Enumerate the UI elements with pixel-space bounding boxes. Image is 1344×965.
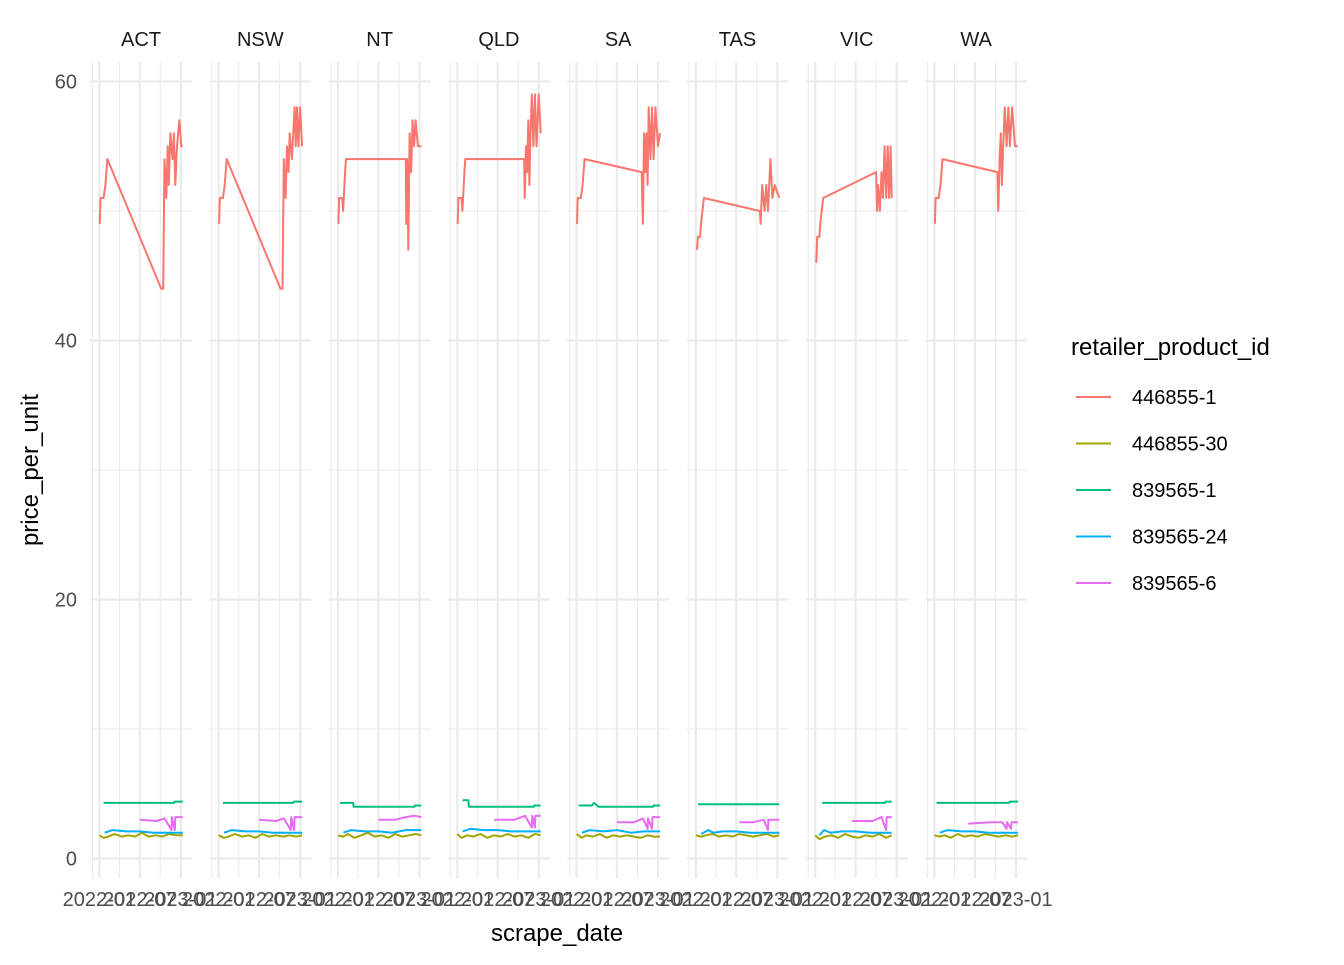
y-tick-label: 20 [55,590,77,612]
x-tick-label: 2023-01 [502,889,575,911]
x-tick-label: 2022-01 [301,889,374,911]
series-line-839565-6 [494,814,541,829]
x-tick-label: 2022-07 [342,889,415,911]
x-tick-label: 2022-07 [700,889,773,911]
series-line-839565-1 [222,800,303,804]
series-line-839565-24 [818,829,892,836]
x-tick-label: 2022-01 [182,889,255,911]
series-line-446855-30 [695,833,780,838]
series-line-839565-1 [936,800,1018,804]
series-line-446855-1 [218,106,304,290]
facet-label-qld: QLD [478,29,519,51]
series-line-839565-6 [739,818,780,832]
x-tick-label: 2022-01 [778,889,851,911]
x-tick-label: 2023-01 [144,889,217,911]
series-line-446855-1 [933,106,1018,224]
y-tick-label: 60 [55,71,77,93]
facet-label-tas: TAS [719,29,756,51]
x-tick-label: 2022-01 [898,889,971,911]
series-line-446855-30 [98,831,183,839]
series-line-446855-30 [934,833,1019,839]
legend: retailer_product_id 446855-1 446855-30 8395… [1071,334,1270,595]
x-tick-label: 2022-07 [222,889,295,911]
series-line-446855-1 [576,106,661,225]
x-axis-title: scrape_date [491,920,623,947]
facet-label-act: ACT [121,29,161,51]
x-tick-label: 2022-07 [461,889,534,911]
series-line-839565-24 [700,829,780,835]
series-line-839565-1 [462,799,541,808]
series-line-839565-6 [617,816,660,830]
legend-label-446855-1: 446855-1 [1132,387,1217,409]
legend-label-839565-1: 839565-1 [1132,480,1217,502]
series-line-839565-6 [139,816,183,832]
series-line-839565-1 [340,801,422,808]
series-line-839565-6 [378,814,422,821]
series-line-446855-1 [456,93,542,224]
series-line-839565-24 [223,829,303,834]
series-line-446855-1 [98,119,183,290]
series-line-839565-6 [852,816,892,832]
series-line-446855-30 [456,833,541,839]
series-line-839565-24 [104,829,183,834]
series-line-839565-24 [342,829,422,834]
x-tick-label: 2023-01 [383,889,456,911]
series-line-446855-30 [218,833,303,839]
legend-title: retailer_product_id [1071,334,1270,361]
x-tick-label: 2023-01 [741,889,814,911]
legend-label-839565-24: 839565-24 [1132,527,1228,549]
x-tick-label: 2023-01 [860,889,933,911]
facet-label-nsw: NSW [237,29,284,51]
series-line-446855-30 [337,831,422,839]
series-line-446855-1 [696,158,781,250]
y-tick-label: 0 [66,849,77,871]
series-line-839565-24 [581,829,660,834]
x-tick-label: 2022-07 [819,889,892,911]
x-tick-label: 2022-07 [580,889,653,911]
x-tick-label: 2022-01 [540,889,613,911]
series-line-839565-6 [968,821,1018,830]
series-line-446855-30 [814,833,893,841]
series-line-839565-24 [462,827,541,833]
series-line-446855-30 [576,833,660,839]
x-tick-label: 2023-01 [621,889,694,911]
series-line-839565-6 [259,816,303,832]
series-line-446855-1 [337,119,422,251]
legend-label-446855-30: 446855-30 [1132,434,1228,456]
series-line-839565-1 [103,800,183,804]
series-line-839565-1 [578,801,660,808]
y-tick-label: 40 [55,330,77,352]
x-tick-label: 2022-01 [421,889,494,911]
facet-label-vic: VIC [840,29,873,51]
series-line-839565-1 [822,800,892,804]
facet-label-nt: NT [366,29,393,51]
x-tick-label: 2022-01 [63,889,136,911]
x-tick-label: 2023-01 [979,889,1052,911]
x-tick-label: 2022-07 [103,889,176,911]
facet-label-wa: WA [960,29,992,51]
x-tick-label: 2022-01 [659,889,732,911]
x-tick-label: 2022-07 [938,889,1011,911]
x-tick-label: 2023-01 [263,889,336,911]
facet-label-sa: SA [605,29,632,51]
series-line-446855-1 [815,145,893,263]
legend-label-839565-6: 839565-6 [1132,573,1217,595]
series-line-839565-24 [939,829,1018,834]
y-axis-title: price_per_unit [17,394,44,546]
